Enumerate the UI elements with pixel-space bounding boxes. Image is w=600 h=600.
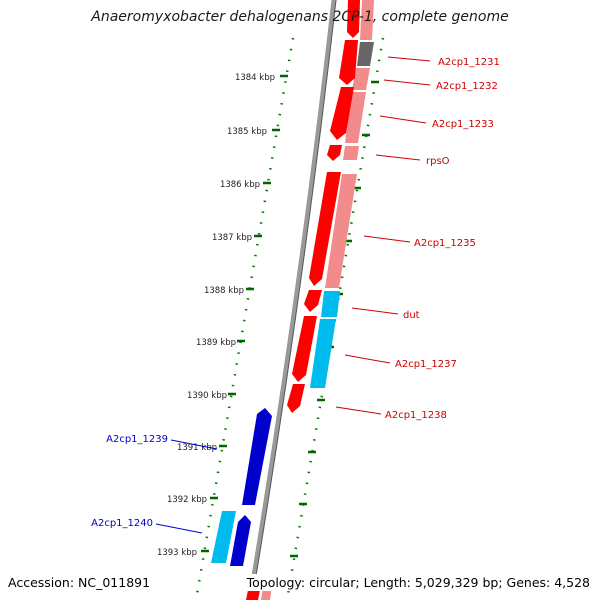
kbp-tick-label: 1393 kbp <box>157 548 197 558</box>
forward-gene-arrow <box>330 87 354 140</box>
backbone-line <box>247 0 337 600</box>
leader-line <box>363 235 411 243</box>
gene-label-a2cp1-1231[interactable]: A2cp1_1231 <box>438 57 500 68</box>
leader-line <box>379 115 427 124</box>
gene-label-a2cp1-1238[interactable]: A2cp1_1238 <box>385 410 447 421</box>
forward-label-leaders <box>335 56 431 415</box>
backbone-edge <box>251 0 337 600</box>
gene-feature <box>325 174 357 288</box>
gene-label-dut[interactable]: dut <box>403 310 420 321</box>
reverse-gene-feature <box>211 511 236 563</box>
kbp-tick-label: 1392 kbp <box>167 495 207 505</box>
leader-line <box>387 56 431 62</box>
kbp-tick-label: 1390 kbp <box>187 391 227 401</box>
gene-feature <box>360 0 374 40</box>
kbp-tick-label: 1387 kbp <box>212 233 252 243</box>
gene-label-a2cp1-1232[interactable]: A2cp1_1232 <box>436 81 498 92</box>
forward-secondary-track <box>310 0 374 388</box>
leader-line <box>351 307 399 315</box>
leader-line <box>375 154 421 161</box>
kbp-tick-label: 1384 kbp <box>235 73 275 83</box>
leader-line <box>170 439 218 450</box>
gene-label-a2cp1-1237[interactable]: A2cp1_1237 <box>395 359 457 370</box>
lane-band <box>180 0 418 600</box>
gene-label-a2cp1-1235[interactable]: A2cp1_1235 <box>414 238 476 249</box>
gene-label-rpso[interactable]: rpsO <box>426 156 450 167</box>
forward-gene-arrow <box>304 290 322 312</box>
forward-gene-arrow <box>339 40 358 85</box>
kbp-tick-label: 1389 kbp <box>196 338 236 348</box>
reverse-label-leaders <box>155 439 218 534</box>
gene-feature-cds <box>321 291 340 317</box>
leader-line <box>383 79 431 86</box>
forward-gene-arrow <box>347 0 360 38</box>
kbp-tick-label: 1388 kbp <box>204 286 244 296</box>
gene-feature-hypothetical <box>357 42 374 66</box>
forward-gene-arrow <box>327 145 342 161</box>
forward-gene-arrow <box>309 172 341 286</box>
gene-label-a2cp1-1233[interactable]: A2cp1_1233 <box>432 119 494 130</box>
accession-label: Accession: NC_011891 <box>6 574 153 591</box>
kbp-tick-label: 1385 kbp <box>227 127 267 137</box>
reverse-gene-track <box>211 408 272 566</box>
forward-gene-arrow <box>287 384 305 413</box>
kbp-tick-label: 1391 kbp <box>177 443 217 453</box>
gene-label-a2cp1-1239[interactable]: A2cp1_1239 <box>106 434 168 445</box>
gene-feature <box>343 146 359 160</box>
leader-line <box>155 523 203 534</box>
gene-feature-cds <box>310 319 336 388</box>
gene-label-a2cp1-1240[interactable]: A2cp1_1240 <box>91 518 153 529</box>
reverse-gene-arrow <box>242 408 272 505</box>
topology-label: Topology: circular; Length: 5,029,329 bp… <box>244 574 592 591</box>
leader-line <box>335 406 382 415</box>
reverse-gene-arrow <box>230 515 251 566</box>
leader-line <box>344 354 391 364</box>
genome-title: Anaeromyxobacter dehalogenans 2CP-1, com… <box>91 9 509 25</box>
gene-feature <box>352 68 370 90</box>
kbp-tick-label: 1386 kbp <box>220 180 260 190</box>
forward-gene-arrow <box>292 316 317 382</box>
